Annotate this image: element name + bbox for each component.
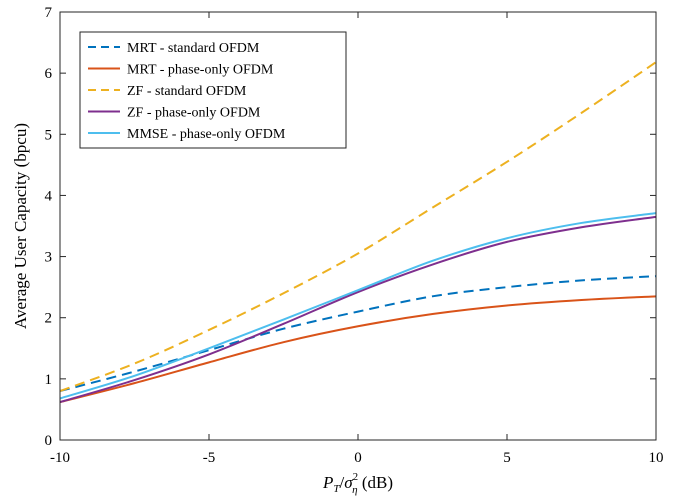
y-axis-label: Average User Capacity (bpcu) (11, 123, 30, 329)
series-line-2 (59, 61, 657, 393)
y-tick-label: 0 (45, 433, 53, 449)
x-tick-label: 5 (503, 450, 511, 466)
legend-label-4: MMSE - phase-only OFDM (127, 127, 286, 142)
y-tick-label: 4 (45, 188, 53, 204)
legend-box (79, 31, 347, 149)
legend-label-0: MRT - standard OFDM (127, 41, 260, 56)
y-tick-label: 5 (45, 127, 53, 143)
tick-labels: -10 -5 0 5 10 0 1 2 3 4 5 6 7 (45, 5, 664, 466)
legend-label-3: ZF - phase-only OFDM (127, 106, 261, 121)
plot-frame (59, 11, 657, 441)
legend-label-1: MRT - phase-only OFDM (127, 63, 274, 78)
legend: MRT - standard OFDM MRT - phase-only OFDM… (79, 31, 347, 149)
series-line-4 (59, 212, 657, 400)
legend-label-2: ZF - standard OFDM (127, 84, 247, 99)
y-tick-label: 3 (45, 250, 53, 266)
series-lines (59, 61, 657, 404)
y-tick-label: 2 (45, 311, 53, 327)
series-line-1 (59, 295, 657, 404)
y-tick-label: 1 (45, 372, 53, 388)
series-line-3 (59, 215, 657, 404)
y-tick-label: 6 (45, 66, 53, 82)
x-tick-label: 0 (354, 450, 362, 466)
x-axis-label: PT/σ2 η (dB) (322, 471, 393, 496)
x-tick-label: -5 (203, 450, 216, 466)
x-tick-label: 10 (649, 450, 664, 466)
y-tick-label: 7 (45, 5, 53, 21)
series-line-0 (59, 275, 657, 393)
x-tick-label: -10 (50, 450, 70, 466)
